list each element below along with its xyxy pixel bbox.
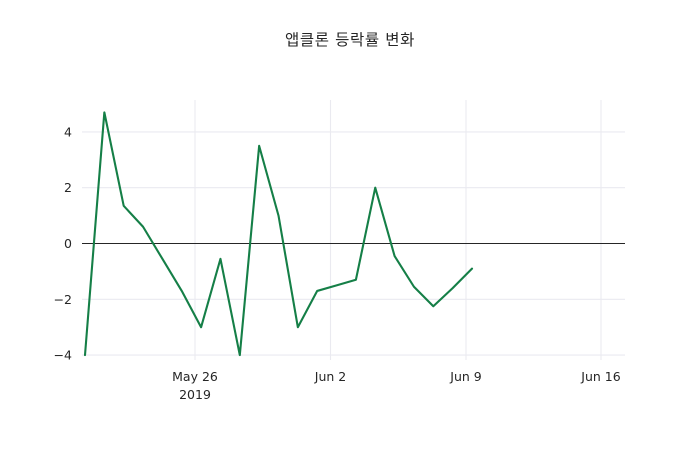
x-tick-label: May 26 (172, 369, 218, 384)
y-tick-label: −2 (54, 292, 72, 307)
horizontal-gridlines (82, 131, 625, 356)
y-tick-label: 2 (64, 180, 72, 195)
data-series-line (83, 111, 474, 357)
y-tick-label: 4 (64, 124, 72, 139)
series-line-path (83, 111, 474, 357)
x-tick-label: Jun 16 (580, 369, 620, 384)
vertical-gridlines (194, 100, 602, 360)
x-tick-label: Jun 9 (449, 369, 482, 384)
page-title: 앱클론 등락률 변화 (285, 31, 415, 49)
y-axis-tick-labels: 4 2 0 −2 −4 (54, 124, 72, 362)
x-tick-sublabel-year: 2019 (179, 387, 211, 402)
x-axis-tick-labels: May 26 2019 Jun 2 Jun 9 Jun 16 (172, 369, 621, 402)
x-tick-label: Jun 2 (314, 369, 346, 384)
y-tick-label: 0 (64, 236, 72, 251)
y-tick-label: −4 (54, 348, 72, 363)
